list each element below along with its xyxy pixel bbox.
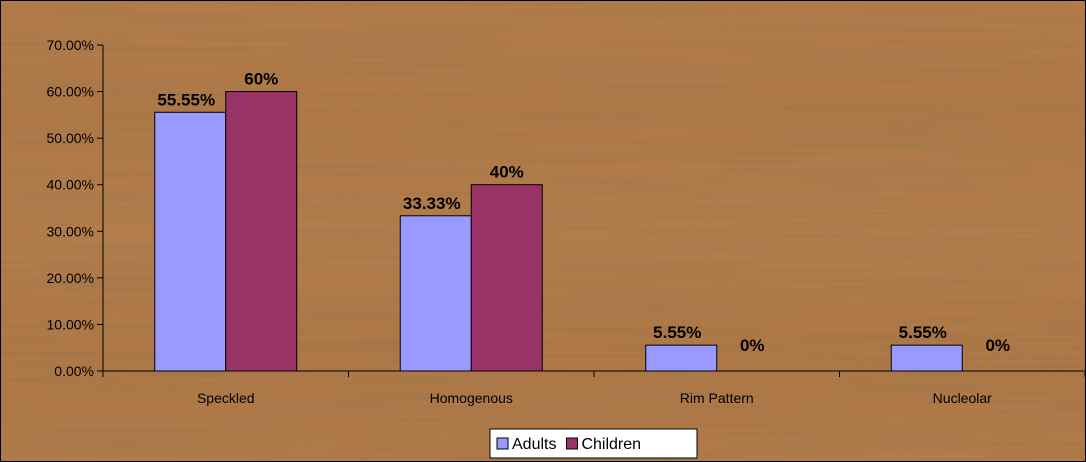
data-label-adults: 5.55% [899, 323, 947, 342]
bar-adults [890, 344, 963, 372]
data-label-children: 0% [740, 336, 765, 355]
legend-swatch-children [565, 437, 578, 450]
y-tick-label: 40.00% [47, 177, 94, 193]
data-labels: 55.55% 33.33% 5.55% 5.55% 60% 40% 0% 0% [157, 70, 1010, 355]
y-tick-label: 30.00% [47, 223, 94, 239]
y-tick-label: 70.00% [47, 37, 94, 53]
legend-label-adults: Adults [512, 436, 556, 453]
data-label-children: 60% [244, 70, 278, 89]
data-label-children: 0% [985, 336, 1010, 355]
x-category-label: Rim Pattern [680, 390, 754, 406]
bar-children [470, 184, 543, 372]
legend: Adults Children [489, 428, 698, 459]
bar-children [225, 91, 298, 372]
legend-box [489, 428, 698, 459]
bar-adults [399, 215, 472, 372]
bars [154, 91, 963, 372]
axes: 0.00% 10.00% 20.00% 30.00% 40.00% 50.00% 60.00… [47, 37, 1085, 406]
legend-label-children: Children [581, 436, 641, 453]
x-category-label: Speckled [197, 390, 255, 406]
legend-swatch-adults [496, 437, 509, 450]
data-label-adults: 5.55% [653, 323, 701, 342]
y-tick-label: 0.00% [54, 363, 94, 379]
data-label-children: 40% [490, 163, 524, 182]
x-category-label: Homogenous [430, 390, 513, 406]
y-tick-label: 60.00% [47, 84, 94, 100]
bar-adults [154, 111, 227, 372]
bar-adults [645, 344, 718, 372]
y-tick-label: 50.00% [47, 130, 94, 146]
data-label-adults: 55.55% [157, 90, 215, 109]
data-label-adults: 33.33% [403, 194, 461, 213]
x-category-label: Nucleolar [933, 390, 992, 406]
y-tick-label: 10.00% [47, 316, 94, 332]
y-tick-label: 20.00% [47, 270, 94, 286]
